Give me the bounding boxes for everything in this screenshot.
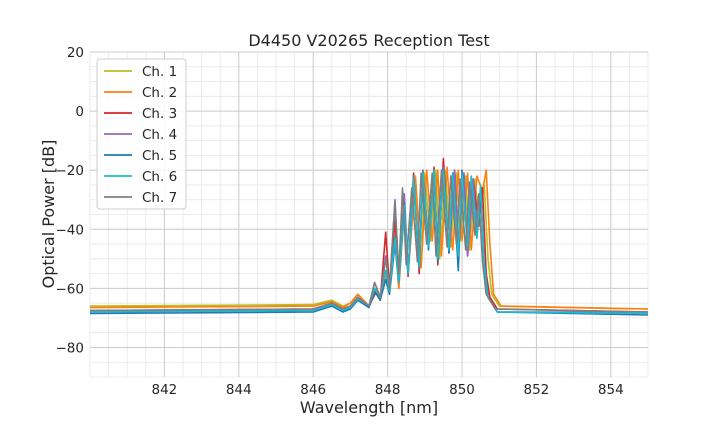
y-tick-label: −80 — [56, 340, 85, 356]
y-tick-label: 0 — [75, 104, 84, 120]
legend-frame — [96, 58, 187, 210]
x-tick-label: 852 — [524, 382, 550, 398]
legend-label-ch1: Ch. 1 — [142, 64, 177, 80]
legend-label-ch4: Ch. 4 — [142, 127, 177, 143]
x-tick-label: 842 — [152, 382, 178, 398]
x-tick-label: 848 — [375, 382, 401, 398]
x-tick-label: 846 — [300, 382, 326, 398]
x-tick-label: 844 — [226, 382, 252, 398]
y-tick-label: 20 — [67, 45, 84, 61]
y-tick-label: −60 — [56, 281, 85, 297]
x-tick-label: 850 — [449, 382, 475, 398]
legend: Ch. 1 Ch. 2 Ch. 3 Ch. 4 Ch. 5 Ch. 6 Ch. 7 — [96, 58, 187, 210]
x-axis-label: Wavelength [nm] — [300, 398, 438, 417]
x-tick-labels: 842 844 846 848 850 852 854 — [152, 382, 624, 398]
y-axis-label: Optical Power [dB] — [39, 140, 58, 289]
y-tick-label: −20 — [56, 163, 85, 179]
legend-label-ch6: Ch. 6 — [142, 169, 177, 185]
legend-label-ch7: Ch. 7 — [142, 190, 177, 206]
series-line-ch7 — [89, 169, 649, 313]
legend-label-ch3: Ch. 3 — [142, 106, 177, 122]
legend-label-ch2: Ch. 2 — [142, 85, 177, 101]
series-layer — [89, 157, 649, 316]
legend-label-ch5: Ch. 5 — [142, 148, 177, 164]
chart-title: D4450 V20265 Reception Test — [248, 31, 489, 50]
y-tick-label: −40 — [56, 222, 85, 238]
y-tick-labels: −80 −60 −40 −20 0 20 — [56, 45, 85, 356]
x-tick-label: 854 — [598, 382, 624, 398]
